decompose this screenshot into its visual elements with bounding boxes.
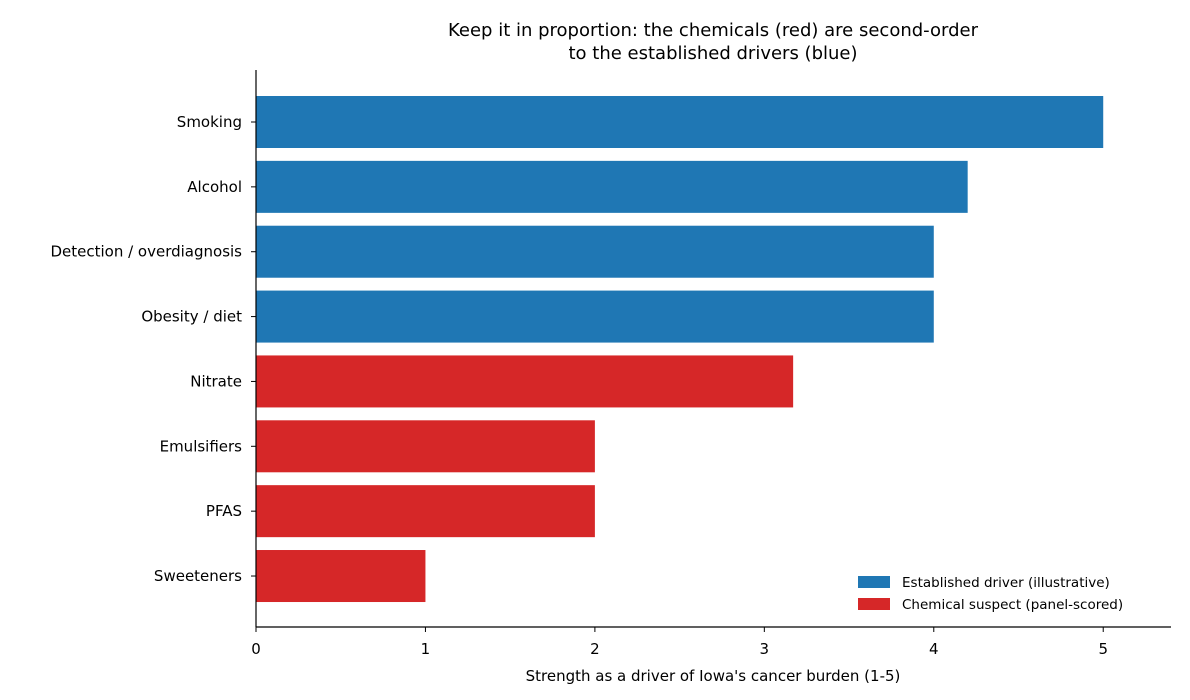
bar-smoking: [256, 96, 1104, 148]
y-tick-label: Detection / overdiagnosis: [50, 243, 242, 261]
bar-sweeteners: [256, 550, 426, 603]
x-axis-label: Strength as a driver of Iowa's cancer bu…: [526, 667, 901, 685]
bar-pfas: [256, 485, 595, 538]
legend-label-chemical: Chemical suspect (panel-scored): [902, 597, 1123, 613]
chart-title-line-1: Keep it in proportion: the chemicals (re…: [448, 20, 979, 41]
bar-obesity-diet: [256, 290, 934, 343]
chart-title: Keep it in proportion: the chemicals (re…: [448, 20, 979, 64]
y-tick-label: Smoking: [177, 113, 242, 131]
y-tick-label: Obesity / diet: [141, 308, 242, 326]
legend-label-established: Established driver (illustrative): [902, 575, 1110, 591]
bar-emulsifiers: [256, 420, 595, 473]
x-tick-label: 0: [251, 640, 261, 658]
bars-group: [256, 96, 1104, 603]
y-tick-label: Sweeteners: [154, 567, 242, 585]
legend-swatch-established: [858, 576, 890, 588]
legend-swatch-chemical: [858, 598, 890, 610]
y-tick-label: Nitrate: [190, 372, 242, 390]
x-tick-label: 1: [421, 640, 431, 658]
x-tick-label: 4: [929, 640, 939, 658]
bar-alcohol: [256, 160, 968, 213]
ticks-group: Smoking Alcohol Detection / overdiagnosis O…: [50, 113, 1108, 658]
chart-title-line-2: to the established drivers (blue): [568, 43, 857, 64]
x-tick-label: 3: [760, 640, 770, 658]
legend: Established driver (illustrative) Chemica…: [858, 575, 1123, 613]
x-tick-label: 5: [1098, 640, 1108, 658]
y-tick-label: PFAS: [206, 502, 242, 520]
y-tick-label: Alcohol: [187, 178, 242, 196]
x-tick-label: 2: [590, 640, 600, 658]
bar-nitrate: [256, 355, 794, 408]
y-tick-label: Emulsifiers: [160, 437, 243, 455]
bar-detection-overdiagnosis: [256, 225, 934, 278]
axes-group: [255, 70, 1171, 628]
